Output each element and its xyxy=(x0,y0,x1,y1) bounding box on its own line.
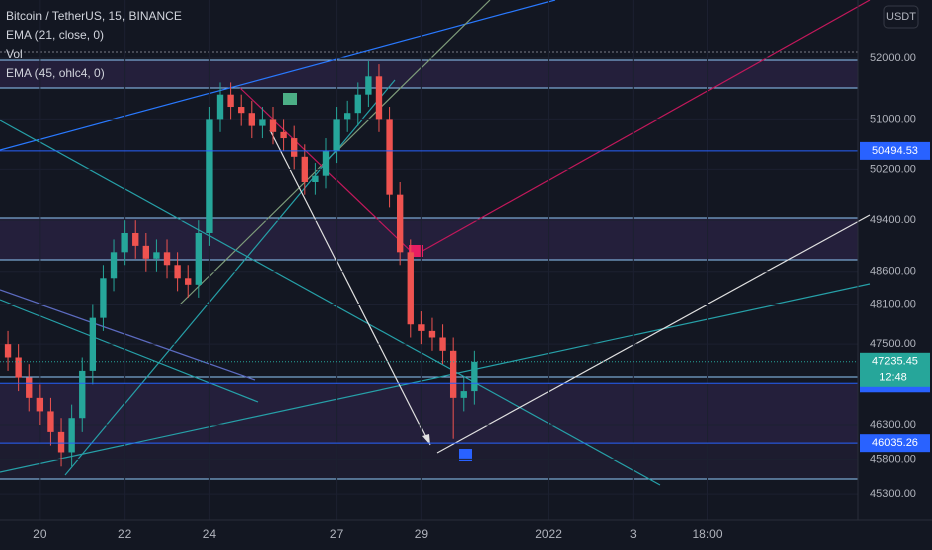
candle-body xyxy=(195,232,202,285)
y-tick-label: 45300.00 xyxy=(870,488,916,500)
candle-body xyxy=(110,252,118,279)
x-tick-label: 20 xyxy=(33,527,47,541)
trendline xyxy=(0,283,871,473)
candle-body xyxy=(121,232,128,253)
y-tick-label: 48600.00 xyxy=(870,266,916,278)
last-price-box xyxy=(860,352,930,387)
x-tick-label: 2022 xyxy=(535,527,562,541)
candle-body xyxy=(185,278,192,285)
price-label: 50494.53 xyxy=(872,145,918,157)
price-label-box xyxy=(860,434,930,453)
x-tick-label: 3 xyxy=(630,527,637,541)
candle-body xyxy=(301,156,308,182)
y-tick-label: 49400.00 xyxy=(870,214,916,226)
candle-body xyxy=(216,94,224,120)
price-label-box xyxy=(860,141,930,160)
candle-body xyxy=(68,418,75,453)
indicator: EMA (21, close, 0) xyxy=(6,28,104,42)
chart-title: Bitcoin / TetherUS, 15, BINANCE xyxy=(6,9,182,23)
marker xyxy=(459,449,472,461)
zones xyxy=(0,51,858,480)
y-tick-label: 50200.00 xyxy=(870,163,916,175)
trendline xyxy=(64,79,396,476)
price-label: 46035.26 xyxy=(872,437,918,449)
candle-body xyxy=(238,107,245,114)
candle-body xyxy=(259,119,266,126)
candle-body xyxy=(206,119,213,233)
y-tick-label: 46300.00 xyxy=(870,419,916,431)
candle-body xyxy=(89,317,97,371)
x-tick-label: 22 xyxy=(118,527,132,541)
candle-body xyxy=(375,76,383,120)
candle-body xyxy=(354,94,361,114)
y-tick-label: 48100.00 xyxy=(870,298,916,310)
arrow xyxy=(269,129,431,446)
candle-body xyxy=(322,150,330,176)
candle-body xyxy=(227,94,234,108)
x-tick-label: 24 xyxy=(203,527,217,541)
y-tick-label: 51000.00 xyxy=(870,113,916,125)
y-tick-label: 47500.00 xyxy=(870,338,916,350)
trendline xyxy=(0,0,556,151)
candle-body xyxy=(365,76,372,95)
last-price-label: 47235.45 xyxy=(872,356,918,368)
candle-body xyxy=(333,119,340,151)
candle-body xyxy=(174,265,181,279)
trendline xyxy=(436,214,871,454)
candle-body xyxy=(396,194,404,253)
candle-body xyxy=(163,252,171,266)
y-tick-label: 52000.00 xyxy=(870,52,916,64)
zone xyxy=(0,384,858,443)
trendline xyxy=(0,299,259,403)
candle-body xyxy=(142,245,150,259)
candle-body xyxy=(439,337,446,351)
candle-body xyxy=(407,252,414,325)
candle-body xyxy=(100,278,107,318)
x-tick-label: 29 xyxy=(415,527,429,541)
candle-body xyxy=(132,232,139,246)
candle-body xyxy=(386,119,393,195)
y-tick-label: 45800.00 xyxy=(870,453,916,465)
candle-body xyxy=(153,252,160,259)
marker xyxy=(283,93,297,105)
candle-body xyxy=(471,361,478,392)
arrow-head xyxy=(422,434,430,445)
candle-body xyxy=(312,175,319,182)
indicator: Vol xyxy=(6,47,23,61)
trendline xyxy=(414,0,871,256)
candle-body xyxy=(15,357,22,378)
zone xyxy=(0,218,858,260)
candle-body xyxy=(291,138,298,157)
candle-body xyxy=(344,113,351,120)
candle-body xyxy=(57,431,65,453)
x-tick-label: 18:00 xyxy=(692,527,722,541)
candle-body xyxy=(460,391,467,398)
trendline xyxy=(0,289,256,381)
currency-label[interactable]: USDT xyxy=(886,11,916,23)
candle-body xyxy=(269,119,277,132)
trendline xyxy=(0,119,661,486)
candle-body xyxy=(47,411,54,432)
candle-body xyxy=(428,330,436,338)
candle-body xyxy=(4,344,12,358)
indicator: EMA (45, ohlc4, 0) xyxy=(6,66,105,80)
candle-body xyxy=(248,113,255,126)
plot xyxy=(0,0,858,520)
candle-body xyxy=(418,324,425,331)
candle-body xyxy=(36,397,44,412)
candle-body xyxy=(280,131,287,139)
candle-body xyxy=(26,377,33,398)
trendlines xyxy=(0,0,871,486)
x-tick-label: 27 xyxy=(330,527,344,541)
candle-body xyxy=(449,350,457,398)
currency-button[interactable] xyxy=(883,5,919,29)
zone xyxy=(0,443,858,479)
candle-body xyxy=(79,370,86,419)
countdown: 12:48 xyxy=(879,372,907,384)
zone xyxy=(0,60,858,88)
